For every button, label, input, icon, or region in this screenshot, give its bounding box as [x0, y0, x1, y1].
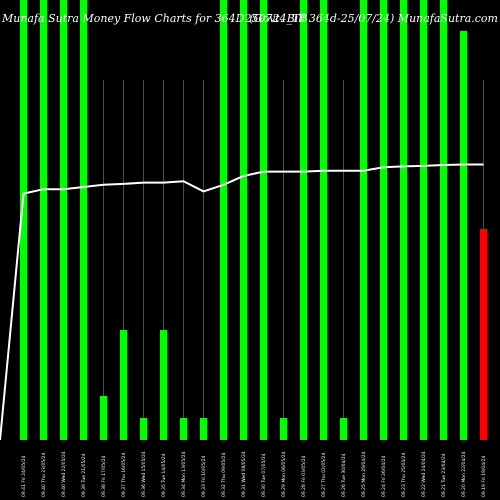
- x-tick-label: 09.24 Fri 26/04/24: [381, 456, 387, 497]
- bar: [260, 0, 267, 440]
- bar: [160, 330, 167, 440]
- bar: [480, 228, 487, 440]
- x-tick-label: 09.28 Fri 03/05/24: [301, 456, 307, 497]
- x-tick-label: 09.40 Wed 22/05/24: [61, 451, 67, 497]
- bar: [400, 0, 407, 440]
- bar: [20, 0, 27, 440]
- grid-lines: [23, 80, 484, 440]
- bar: [460, 30, 467, 441]
- chart-title: Munafa Sutra Money Flow Charts for 364D2…: [1, 12, 307, 25]
- bar: [280, 418, 287, 440]
- x-tick-label: 09.22 Wed 24/04/24: [421, 451, 427, 497]
- x-tick-label: 09.34 Mon 13/05/24: [181, 451, 187, 497]
- bar: [120, 330, 127, 440]
- bar: [220, 0, 227, 440]
- flow-line-path: [0, 163, 484, 441]
- x-tick-label: 09.21 Tue 23/04/24: [441, 453, 447, 497]
- bar: [180, 418, 187, 440]
- flow-line: [0, 163, 484, 441]
- bar: [440, 0, 447, 440]
- bar: [380, 0, 387, 440]
- bar: [300, 0, 307, 440]
- chart-subtitle: (Govt. Bill 364d-25/07/24) MunafaSutra.c…: [249, 12, 498, 25]
- bar: [240, 0, 247, 440]
- x-tick-label: 09.26 Tue 30/04/24: [341, 453, 347, 497]
- x-tick-label: 09.23 Thu 25/04/24: [401, 452, 407, 497]
- x-tick-label: 09.37 Thu 16/05/24: [121, 452, 127, 497]
- bar: [40, 0, 47, 440]
- x-tick-label: 09.25 Mon 29/04/24: [361, 451, 367, 497]
- bar: [100, 396, 107, 440]
- bar: [340, 418, 347, 440]
- x-tick-label: 09.36 Wed 15/05/24: [141, 451, 147, 497]
- x-tick-label: 09.33 Fri 10/05/24: [201, 456, 207, 497]
- x-tick-label: 09.29 Mon 06/05/24: [281, 451, 287, 497]
- bar: [200, 418, 207, 440]
- bar: [320, 0, 327, 440]
- x-tick-label: 09.19 Fri 19/04/24: [481, 456, 487, 497]
- x-tick-label: 09.27 Thu 02/05/24: [321, 452, 327, 497]
- x-tick-label: 09.35 Tue 14/05/24: [161, 453, 167, 497]
- bar: [80, 0, 87, 440]
- x-tick-label: 09.30 Tue 07/05/24: [261, 453, 267, 497]
- x-tick-label: 09.41 Fri 24/05/24: [21, 456, 27, 497]
- bar: [360, 0, 367, 440]
- bar: [420, 0, 427, 440]
- x-tick-label: 09.40 Thu 23/05/24: [41, 452, 47, 497]
- x-tick-label: 09.20 Mon 22/04/24: [461, 451, 467, 497]
- bars: [20, 0, 487, 441]
- bar: [60, 0, 67, 440]
- x-tick-label: 09.31 Wed 08/05/24: [241, 451, 247, 497]
- x-tick-label: 09.39 Tue 21/05/24: [81, 453, 87, 497]
- tick-labels: 09.41 Fri 24/05/24 09.40 Thu 23/05/24 09.4…: [21, 451, 487, 497]
- bar: [140, 418, 147, 440]
- x-tick-label: 09.38 Fri 17/05/24: [101, 456, 107, 497]
- x-tick-label: 09.32 Thu 09/05/24: [221, 452, 227, 497]
